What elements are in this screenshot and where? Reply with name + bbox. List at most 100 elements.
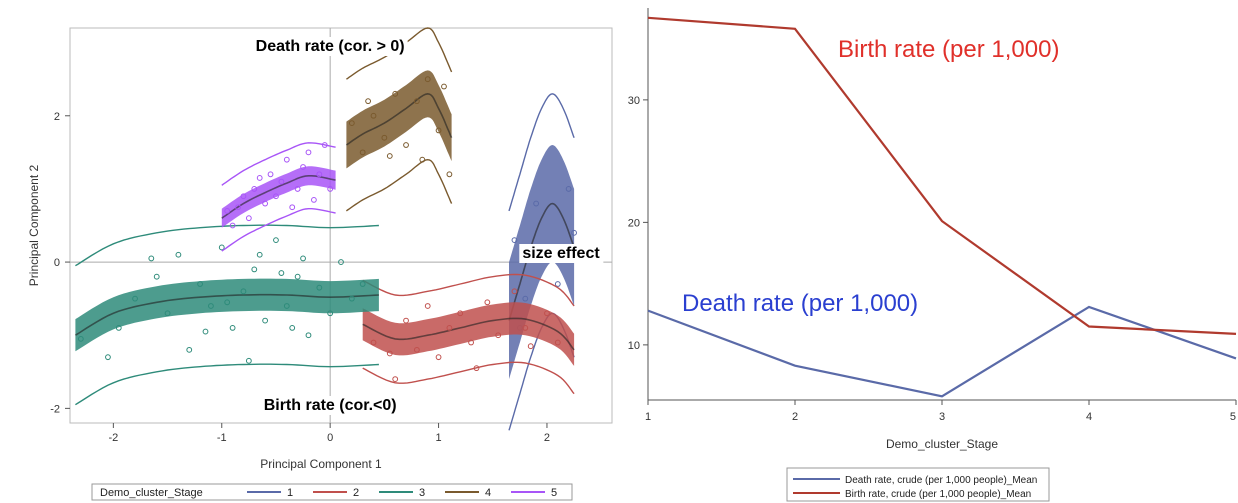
cluster-3-point xyxy=(148,255,155,262)
cluster-2-point xyxy=(468,339,474,346)
cluster-2-point xyxy=(403,317,409,324)
legend-label-4: 4 xyxy=(485,487,491,499)
y-tick-label: 2 xyxy=(54,111,60,123)
cluster-2-group xyxy=(362,273,575,395)
cluster-3-point xyxy=(132,295,138,302)
x-tick-label: 1 xyxy=(435,432,441,444)
y-tick-label: 20 xyxy=(628,217,640,229)
cluster-3-point xyxy=(245,357,252,364)
cluster-2-point xyxy=(511,288,518,295)
cluster-3-point xyxy=(289,325,296,331)
cluster-1-point xyxy=(511,237,518,244)
cluster-5-point xyxy=(267,171,274,178)
cluster-3-point xyxy=(202,328,209,335)
cluster-3-point xyxy=(294,273,301,280)
cluster-1-point xyxy=(571,229,577,236)
cluster-3-point xyxy=(262,317,269,324)
cluster-3-point xyxy=(153,273,160,280)
cluster-3-confidence-band xyxy=(75,278,379,352)
y-tick-label: 0 xyxy=(54,257,60,269)
annotation-background xyxy=(519,244,604,263)
cluster-3-point xyxy=(305,332,312,339)
legend-label: Death rate, crude (per 1,000 people)_Mea… xyxy=(845,475,1037,486)
cluster-3-point xyxy=(359,281,366,287)
cluster-5-point xyxy=(278,178,285,185)
cluster-5-point xyxy=(294,186,301,192)
cluster-5-fit-line xyxy=(221,175,336,219)
y-tick-label: -2 xyxy=(50,403,60,415)
cluster-2-point xyxy=(544,310,550,317)
cluster-5-point xyxy=(316,171,323,178)
cluster-4-group xyxy=(345,27,453,212)
cluster-4-point xyxy=(386,153,393,159)
annotation-death-rate: Death rate (per 1,000) xyxy=(682,290,918,317)
x-tick-label: 1 xyxy=(645,411,651,423)
cluster-4-point xyxy=(392,90,399,97)
cluster-5-confidence-band xyxy=(221,166,336,228)
cluster-3-point xyxy=(348,295,355,302)
cluster-3-point xyxy=(115,325,122,331)
cluster-1-point xyxy=(565,186,572,192)
cluster-3-point xyxy=(338,259,344,265)
line-chart: 10 20 30 1 2 3 4 5 Demo_cluster_Stage Birth rate … xyxy=(628,8,1237,502)
x-tick-label: 0 xyxy=(327,432,333,444)
cluster-5-point xyxy=(283,156,290,163)
cluster-5-point xyxy=(289,204,296,211)
cluster-5-point xyxy=(273,193,279,200)
x-tick-label: 5 xyxy=(1230,411,1236,423)
cluster-1-point xyxy=(533,200,540,207)
cluster-3-point xyxy=(229,325,236,331)
cluster-2-point xyxy=(435,354,442,361)
cluster-3-point xyxy=(251,266,258,273)
cluster-5-point xyxy=(311,196,317,203)
cluster-2-prediction-upper xyxy=(362,273,575,307)
cluster-2-point xyxy=(527,343,534,350)
cluster-3-point xyxy=(218,244,225,251)
x-tick-label: 2 xyxy=(544,432,550,444)
legend-title: Demo_cluster_Stage xyxy=(100,487,203,499)
cluster-4-point xyxy=(381,134,388,141)
cluster-1-fit-line xyxy=(508,202,575,321)
legend: Demo_cluster_Stage 1 2 3 4 5 xyxy=(91,483,573,501)
cluster-5-prediction-upper xyxy=(221,142,336,186)
cluster-5-prediction-lower xyxy=(221,208,336,252)
y-tick-label: 10 xyxy=(628,340,640,352)
cluster-3-group xyxy=(74,224,379,406)
cluster-3-point xyxy=(208,303,214,309)
legend: Death rate, crude (per 1,000 people)_Mea… xyxy=(786,467,1050,502)
cluster-2-prediction-lower xyxy=(362,361,575,395)
cluster-4-point xyxy=(446,171,453,178)
legend-label-1: 1 xyxy=(287,487,293,499)
cluster-4-point xyxy=(435,127,442,134)
cluster-4-point xyxy=(370,112,377,119)
annotation-background xyxy=(260,396,400,415)
cluster-2-point xyxy=(522,325,529,331)
legend-label-2: 2 xyxy=(353,487,359,499)
cluster-4-point xyxy=(441,83,447,90)
cluster-3-point xyxy=(164,310,171,317)
cluster-3-fit-line xyxy=(74,293,379,336)
cluster-1-point xyxy=(554,281,561,287)
series-line-birth-rate xyxy=(647,16,1237,335)
legend-label-5: 5 xyxy=(551,487,557,499)
cluster-4-point xyxy=(348,120,355,126)
pca-scatter-chart: -2 -1 0 1 2 -2 0 2 Principal Component 1 Principa… xyxy=(27,27,613,501)
cluster-5-point xyxy=(224,207,231,214)
cluster-3-point xyxy=(186,346,193,353)
cluster-3-point xyxy=(175,251,182,258)
cluster-5-point xyxy=(256,175,263,181)
annotation-birth-rate: Birth rate (per 1,000) xyxy=(838,36,1059,63)
cluster-2-point xyxy=(392,376,399,383)
cluster-4-point xyxy=(365,98,372,105)
x-tick-label: 4 xyxy=(1086,411,1092,423)
cluster-2-point xyxy=(370,339,377,346)
cluster-2-point xyxy=(457,310,464,317)
cluster-2-point xyxy=(446,325,453,331)
cluster-4-point xyxy=(359,149,366,156)
legend-label-3: 3 xyxy=(419,487,425,499)
cluster-2-point xyxy=(413,346,420,353)
cluster-5-point xyxy=(262,200,269,207)
x-tick-label: -2 xyxy=(108,432,118,444)
annotation-size-effect: size effect xyxy=(522,245,600,262)
cluster-4-fit-line xyxy=(345,92,453,146)
